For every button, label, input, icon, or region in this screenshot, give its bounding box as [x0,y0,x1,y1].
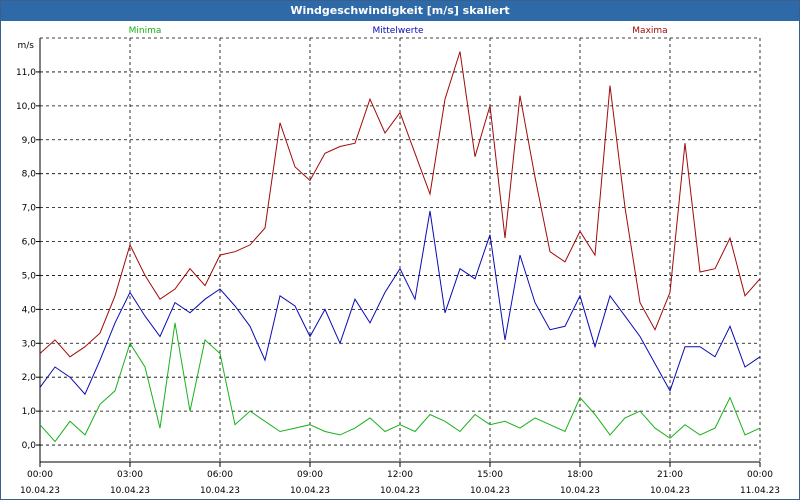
x-tick-date: 10.04.23 [290,486,330,496]
y-tick-label: 4,0 [22,305,37,315]
x-tick-time: 12:00 [387,470,413,480]
y-tick-label: 9,0 [22,136,37,146]
y-tick-label: 8,0 [22,170,37,180]
y-tick-label: 7,0 [22,204,37,214]
x-tick-date: 10.04.23 [20,486,60,496]
minima-line [39,322,761,443]
x-tick-time: 09:00 [297,470,323,480]
y-tick-label: 0,0 [22,441,37,451]
window-title: Windgeschwindigkeit [m/s] skaliert [1,1,799,21]
y-tick-label: 2,0 [22,373,37,383]
mittelwerte-line [39,210,761,396]
legend-mittelwerte: Mittelwerte [372,26,423,36]
y-tick-label: 5,0 [22,271,37,281]
y-tick-label: 10,0 [16,102,36,112]
x-tick-date: 10.04.23 [650,486,690,496]
x-tick-time: 00:00 [27,470,53,480]
x-tick-date: 10.04.23 [470,486,510,496]
y-tick-label: 6,0 [22,238,37,248]
legend-maxima: Maxima [632,26,667,36]
x-tick-time: 15:00 [477,470,503,480]
x-tick-time: 21:00 [657,470,683,480]
x-tick-date: 11.04.23 [740,486,780,496]
x-tick-labels: 00:00 10.04.23 03:00 10.04.23 06:00 10.04.23 0… [20,470,780,496]
y-tick-label: 1,0 [22,407,37,417]
grid [39,37,761,462]
x-tick-date: 10.04.23 [110,486,150,496]
x-tick-time: 18:00 [567,470,593,480]
x-tick-time: 00:00 [747,470,773,480]
x-tick-time: 03:00 [117,470,143,480]
y-tick-label: 3,0 [22,339,37,349]
maxima-line [39,51,761,358]
y-tick-label: 11,0 [16,68,36,78]
x-tick-date: 10.04.23 [380,486,420,496]
legend-minima: Minima [129,26,162,36]
x-tick-date: 10.04.23 [560,486,600,496]
series-lines [39,51,761,443]
axes [36,38,761,467]
legend: Minima Mittelwerte Maxima [129,26,668,36]
y-tick-labels: 0,0 1,0 2,0 3,0 4,0 5,0 6,0 7,0 8,0 9,0 10,0 11,0 [16,68,36,451]
x-tick-date: 10.04.23 [200,486,240,496]
y-axis-label: m/s [18,41,35,51]
x-tick-time: 06:00 [207,470,233,480]
